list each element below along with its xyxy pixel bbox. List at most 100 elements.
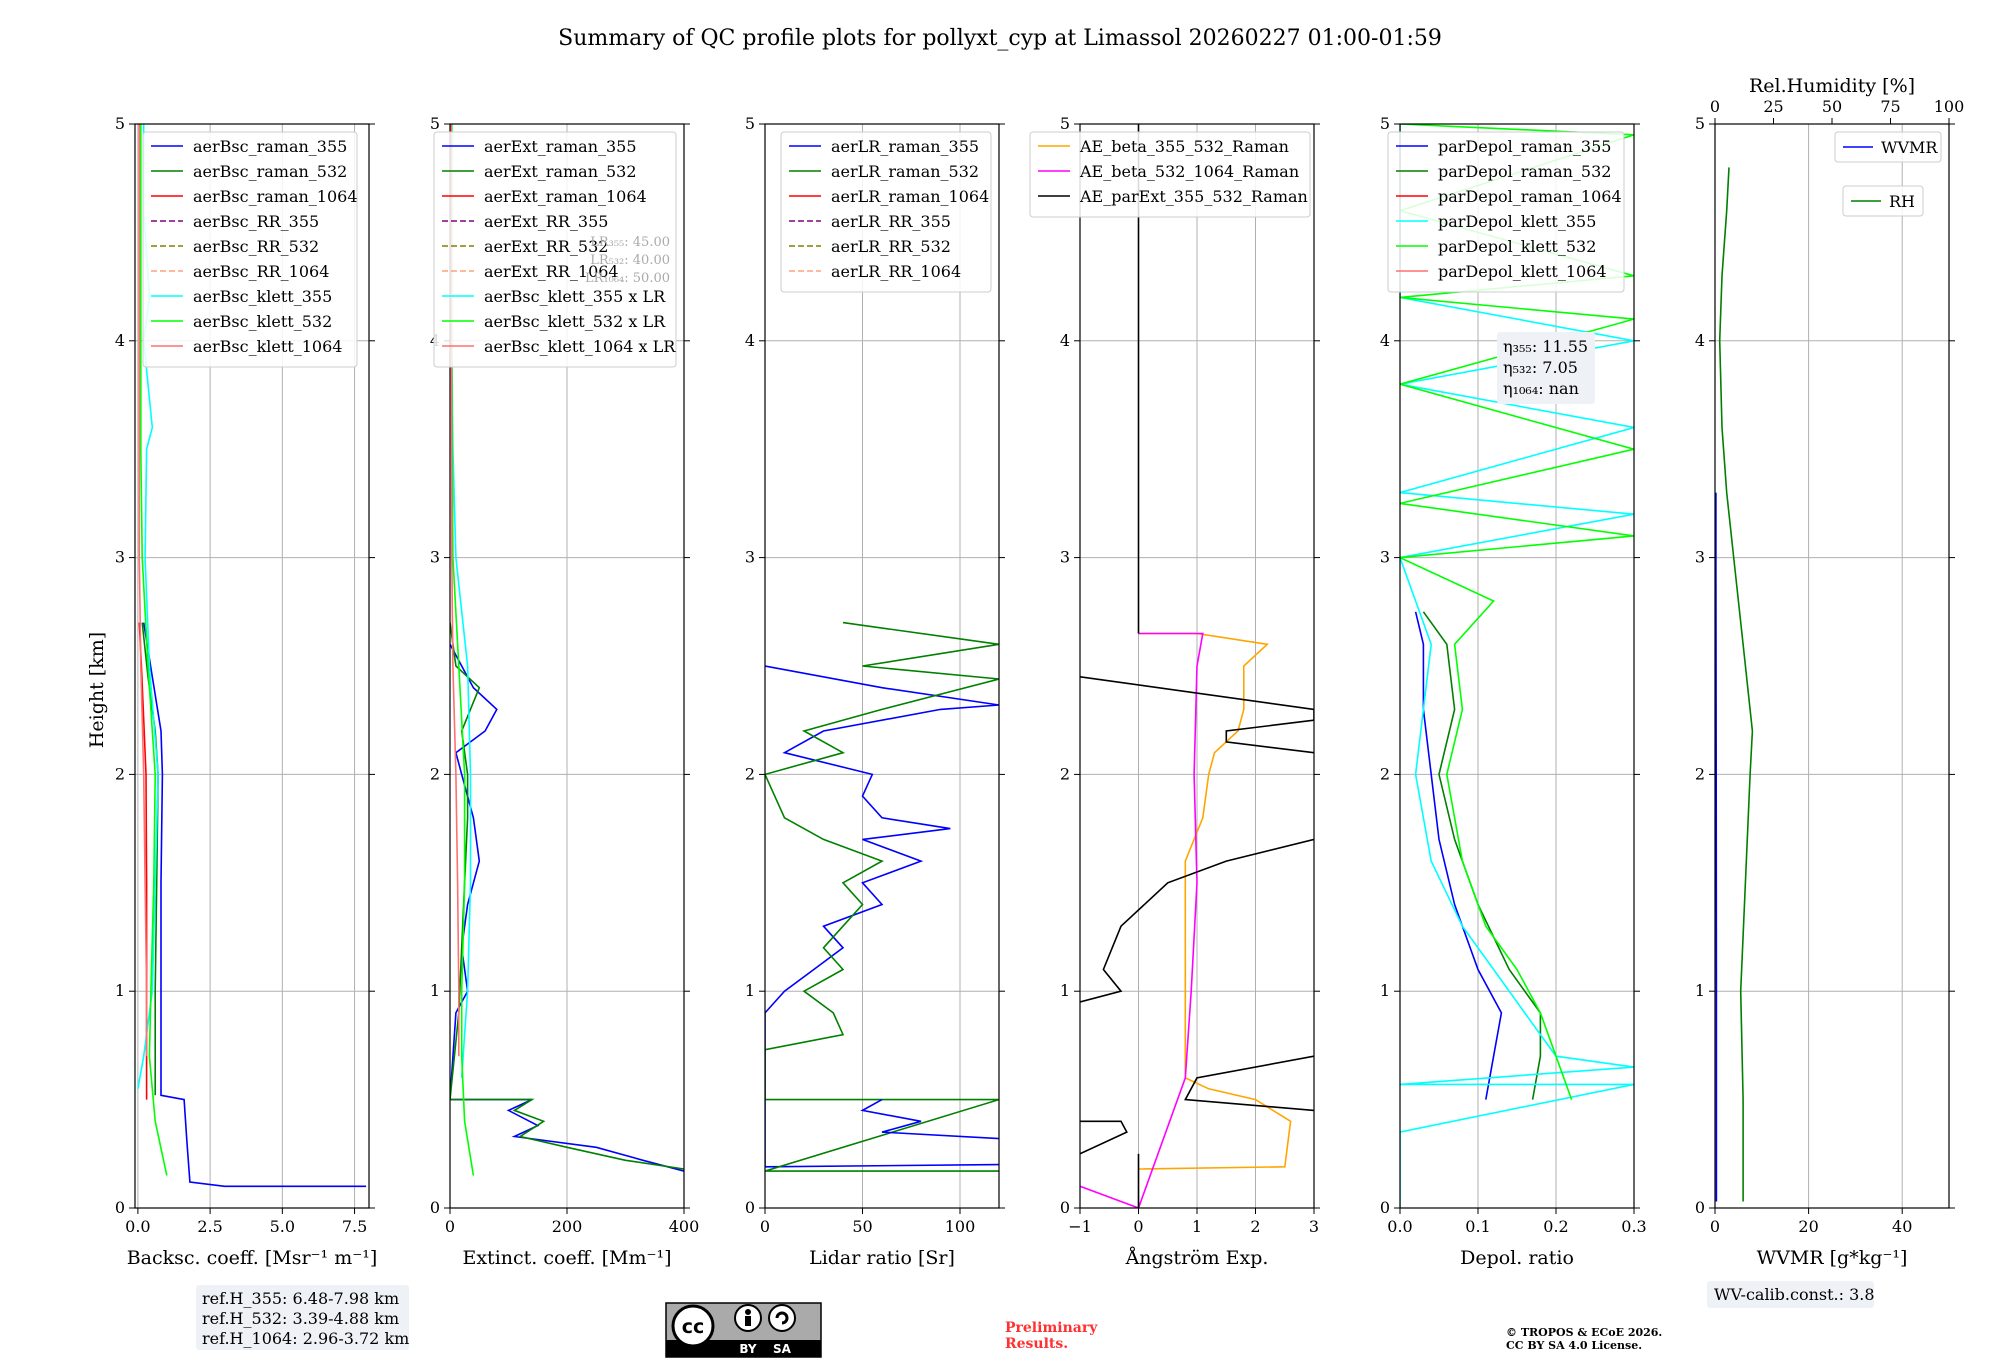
legend-label: aerBsc_klett_1064 bbox=[193, 337, 342, 356]
legend-label: aerBsc_klett_355 x LR bbox=[484, 287, 666, 306]
legend-label: aerBsc_raman_355 bbox=[193, 137, 347, 156]
legend-label: AE_beta_532_1064_Raman bbox=[1079, 162, 1299, 181]
x-tick-label: 100 bbox=[945, 1217, 976, 1236]
top-tick-label: 100 bbox=[1934, 97, 1965, 116]
series-group bbox=[765, 621, 999, 1172]
y-tick-label: 5 bbox=[1695, 114, 1705, 133]
legend-label: parDepol_raman_532 bbox=[1438, 162, 1611, 181]
y-tick-label: 4 bbox=[1380, 331, 1390, 350]
legend: aerBsc_raman_355 aerBsc_raman_532 aerBsc_r… bbox=[142, 131, 358, 368]
top-tick-label: 75 bbox=[1880, 97, 1900, 116]
y-tick-label: 1 bbox=[1695, 981, 1705, 1000]
legend-label: AE_beta_355_532_Raman bbox=[1079, 137, 1289, 156]
y-tick-label: 1 bbox=[430, 981, 440, 1000]
series-parDepol_raman_532 bbox=[1422, 611, 1542, 1100]
y-tick-label: 5 bbox=[745, 114, 755, 133]
panel-wv: 0 20 40 0 1 2 3 4 5 WVMR [g*kg⁻¹] 0 25 50 75 100 Rel.Hu… bbox=[1695, 75, 1964, 1308]
lr-annotation: LR₅₃₂: 40.00 bbox=[590, 253, 670, 268]
legend-label: WVMR bbox=[1881, 138, 1938, 157]
eta-box bbox=[1497, 332, 1595, 404]
y-tick-label: 2 bbox=[1695, 764, 1705, 783]
y-tick-label: 2 bbox=[430, 764, 440, 783]
legend-box bbox=[780, 131, 992, 293]
legend-label: aerExt_RR_532 bbox=[484, 237, 608, 256]
y-tick-label: 3 bbox=[115, 548, 125, 567]
legend-label: aerLR_raman_532 bbox=[831, 162, 979, 181]
y-tick-label: 4 bbox=[745, 331, 755, 350]
legend-label: aerBsc_raman_532 bbox=[193, 162, 347, 181]
legend-label: aerBsc_raman_1064 bbox=[193, 187, 358, 206]
x-tick-label: 0.3 bbox=[1621, 1217, 1646, 1236]
svg-text:SA: SA bbox=[773, 1342, 792, 1356]
panel-depol: 0.0 0.1 0.2 0.3 0 1 2 3 4 5 Depol. ratio parDepol_r… bbox=[1380, 114, 1647, 1269]
copyright-line-2: CC BY SA 4.0 License. bbox=[1506, 1339, 1642, 1352]
y-tick-label: 0 bbox=[430, 1198, 440, 1217]
legend: parDepol_raman_355 parDepol_raman_532 parD… bbox=[1387, 131, 1625, 293]
y-tick-label: 4 bbox=[1695, 331, 1705, 350]
ref-height-box bbox=[196, 1285, 409, 1350]
x-tick-label: 40 bbox=[1892, 1217, 1912, 1236]
legend-label: aerLR_raman_1064 bbox=[831, 187, 989, 206]
y-tick-label: 0 bbox=[745, 1198, 755, 1217]
top-tick-label: 25 bbox=[1763, 97, 1783, 116]
x-tick-label: 0.0 bbox=[125, 1217, 150, 1236]
legend-box bbox=[433, 131, 677, 368]
y-tick-label: 3 bbox=[1380, 548, 1390, 567]
top-tick-label: 50 bbox=[1822, 97, 1842, 116]
svg-text:BY: BY bbox=[739, 1342, 756, 1356]
series-RH bbox=[1718, 167, 1754, 1202]
lr-annotation: LR₁₀₆₄: 50.00 bbox=[585, 271, 670, 286]
top-tick-label: 0 bbox=[1710, 97, 1720, 116]
x-axis-label: Backsc. coeff. [Msr⁻¹ m⁻¹] bbox=[127, 1247, 378, 1269]
ref-height-text: ref.H_532: 3.39-4.88 km bbox=[202, 1309, 399, 1328]
legend: WVMR RH bbox=[1834, 131, 1942, 217]
plot-frame bbox=[134, 123, 370, 1209]
copyright-line-1: © TROPOS & ECoE 2026. bbox=[1506, 1326, 1662, 1339]
panel-bsc: 0.0 2.5 5.0 7.5 0 1 2 3 4 5 Backsc. coeff. [Msr⁻¹ … bbox=[115, 114, 409, 1350]
series-aerBsc_klett_1064 x LR bbox=[450, 124, 460, 1057]
legend-label: aerLR_RR_1064 bbox=[831, 262, 961, 281]
x-tick-label: 5.0 bbox=[270, 1217, 295, 1236]
y-tick-label: 5 bbox=[1380, 114, 1390, 133]
top-axis-label: Rel.Humidity [%] bbox=[1749, 75, 1915, 97]
legend-label: aerLR_RR_532 bbox=[831, 237, 951, 256]
legend-label: aerBsc_RR_355 bbox=[193, 212, 319, 231]
y-tick-label: 0 bbox=[115, 1198, 125, 1217]
y-tick-label: 0 bbox=[1060, 1198, 1070, 1217]
x-tick-label: 50 bbox=[852, 1217, 872, 1236]
x-tick-label: 0 bbox=[1133, 1217, 1143, 1236]
legend-label: aerLR_raman_355 bbox=[831, 137, 979, 156]
panel-ext: 0200400012345Extinct. coeff. [Mm⁻¹]aerEx… bbox=[430, 114, 699, 1269]
preliminary-note-2: Results. bbox=[1005, 1336, 1068, 1352]
series-aerLR_raman_355 bbox=[765, 665, 999, 1168]
x-tick-label: 400 bbox=[669, 1217, 700, 1236]
x-tick-label: 0.2 bbox=[1543, 1217, 1568, 1236]
x-tick-label: 0.0 bbox=[1387, 1217, 1412, 1236]
x-tick-label: 1 bbox=[1192, 1217, 1202, 1236]
legend: aerLR_raman_355 aerLR_raman_532 aerLR_rama… bbox=[780, 131, 992, 293]
eta-value: η₁₀₆₄: nan bbox=[1503, 379, 1579, 398]
x-tick-label: 3 bbox=[1309, 1217, 1319, 1236]
x-tick-label: 0 bbox=[760, 1217, 770, 1236]
legend-label: aerBsc_klett_1064 x LR bbox=[484, 337, 676, 356]
y-tick-label: 0 bbox=[1695, 1198, 1705, 1217]
y-tick-label: 1 bbox=[115, 981, 125, 1000]
legend-label: aerBsc_RR_532 bbox=[193, 237, 319, 256]
series-aerBsc_raman_355 bbox=[142, 622, 367, 1188]
y-tick-label: 5 bbox=[430, 114, 440, 133]
eta-value: η₅₃₂: 7.05 bbox=[1503, 358, 1578, 377]
y-tick-label: 4 bbox=[115, 331, 125, 350]
series-aerBsc_klett_1064 bbox=[138, 124, 148, 1057]
x-tick-label: 0 bbox=[445, 1217, 455, 1236]
legend-box bbox=[1834, 131, 1942, 163]
legend-label: AE_parExt_355_532_Raman bbox=[1079, 187, 1308, 206]
series-AE_beta_355_532_Raman bbox=[1138, 632, 1292, 1170]
legend-box bbox=[1029, 131, 1311, 218]
wv-calib-box bbox=[1707, 1281, 1874, 1308]
ref-height-text: ref.H_1064: 2.96-3.72 km bbox=[202, 1329, 409, 1348]
plot-frame bbox=[764, 123, 1000, 1209]
x-tick-label: 2.5 bbox=[197, 1217, 222, 1236]
legend-label: aerExt_raman_1064 bbox=[484, 187, 647, 206]
